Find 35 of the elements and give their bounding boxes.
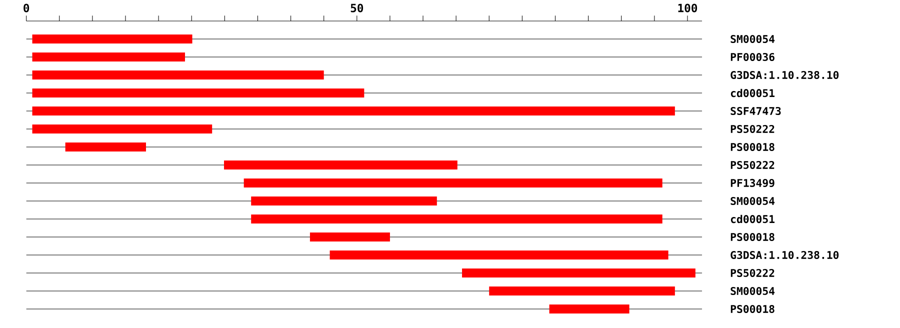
y-tick-label: SM00054 [730,196,775,206]
bar [244,178,662,188]
x-tick-label: 0 [24,4,30,12]
y-tick-label: G3DSA:1.10.238.10 [730,250,839,260]
bar [330,250,668,260]
y-tick-label: PS50222 [730,160,774,170]
bar [224,160,458,170]
bar [32,106,675,116]
y-tick-label: cd00051 [730,88,775,98]
bar [462,268,696,278]
x-tick-label: 100 [678,4,698,12]
y-tick-label: PS50222 [730,268,774,278]
y-tick-label: PS00018 [730,142,774,152]
x-tick-label: 50 [350,4,364,12]
y-tick-label: G3DSA:1.10.238.10 [730,70,839,80]
bar [32,88,364,98]
bar [251,214,662,224]
bar [32,52,185,62]
y-tick-label: PS00018 [730,232,774,242]
bar [549,304,630,314]
y-tick-label: PF00036 [730,52,774,62]
bar [32,124,212,134]
bar [32,70,324,80]
bar [489,286,675,296]
y-tick-label: SM00054 [730,34,775,44]
y-tick-label: PS00018 [730,304,774,314]
bar [65,142,146,152]
bar [32,34,192,44]
y-tick-label: PF13499 [730,178,774,188]
bar [310,232,390,242]
y-tick-label: SSF47473 [730,106,781,116]
bar [251,196,437,206]
y-tick-label: PS50222 [730,124,774,134]
y-tick-label: SM00054 [730,286,775,296]
y-tick-label: cd00051 [730,214,775,224]
